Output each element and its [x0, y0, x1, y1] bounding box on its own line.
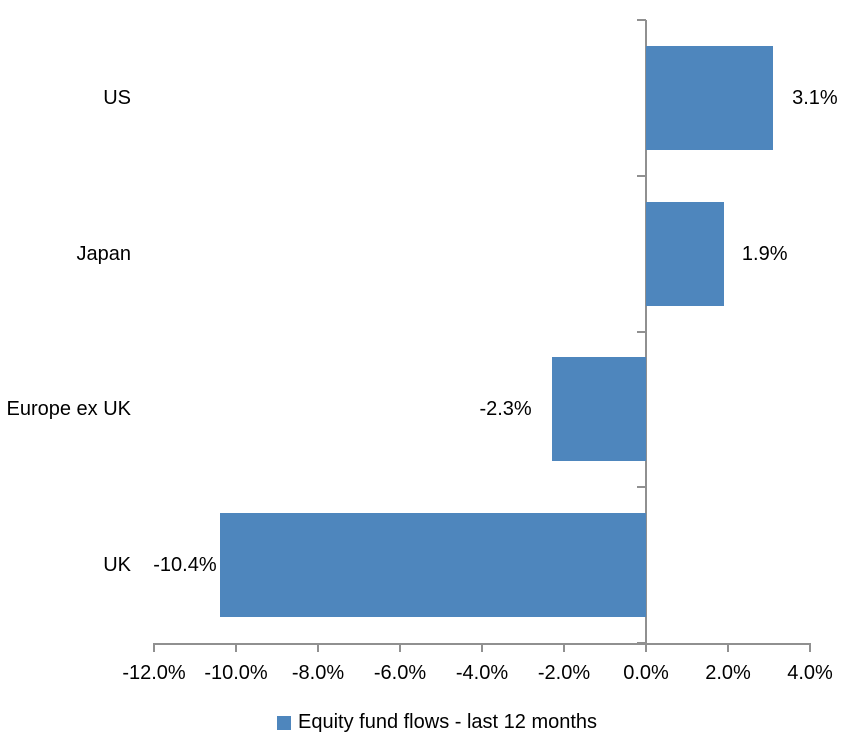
bar — [551, 357, 646, 462]
legend-swatch-icon — [277, 715, 291, 730]
data-label: -10.4% — [153, 554, 217, 577]
x-tick — [645, 643, 647, 652]
category-tick — [637, 486, 646, 489]
x-tick — [563, 643, 565, 652]
category-tick — [637, 19, 646, 21]
x-tick-label: -12.0% — [122, 662, 186, 684]
category-label: Japan — [76, 242, 132, 265]
x-tick — [727, 643, 729, 652]
data-label: -2.3% — [479, 398, 532, 421]
x-tick-label: -4.0% — [455, 662, 509, 684]
x-tick-label: -6.0% — [373, 662, 427, 684]
x-tick-label: -10.0% — [204, 662, 268, 684]
category-tick — [637, 642, 646, 644]
zero-baseline — [645, 20, 647, 652]
x-tick — [153, 643, 155, 652]
data-label: 1.9% — [741, 242, 788, 265]
x-tick — [399, 643, 401, 652]
x-tick-label: 0.0% — [623, 662, 669, 684]
data-label: 3.1% — [792, 86, 838, 109]
bar — [646, 201, 724, 306]
x-tick — [809, 643, 811, 652]
x-tick — [317, 643, 319, 652]
category-label: US — [103, 86, 131, 109]
legend-label: Equity fund flows - last 12 months — [298, 711, 598, 733]
category-label: UK — [103, 554, 131, 577]
x-tick — [481, 643, 483, 652]
category-label: Europe ex UK — [6, 398, 131, 421]
category-tick — [637, 330, 646, 333]
x-tick — [235, 643, 237, 652]
bar — [646, 45, 774, 150]
x-tick-label: -8.0% — [291, 662, 345, 684]
x-tick-label: 4.0% — [787, 662, 833, 684]
bar — [219, 513, 646, 618]
category-tick — [637, 174, 646, 177]
x-tick-label: -2.0% — [537, 662, 591, 684]
legend: Equity fund flows - last 12 months — [277, 709, 597, 736]
x-tick-label: 2.0% — [705, 662, 751, 684]
